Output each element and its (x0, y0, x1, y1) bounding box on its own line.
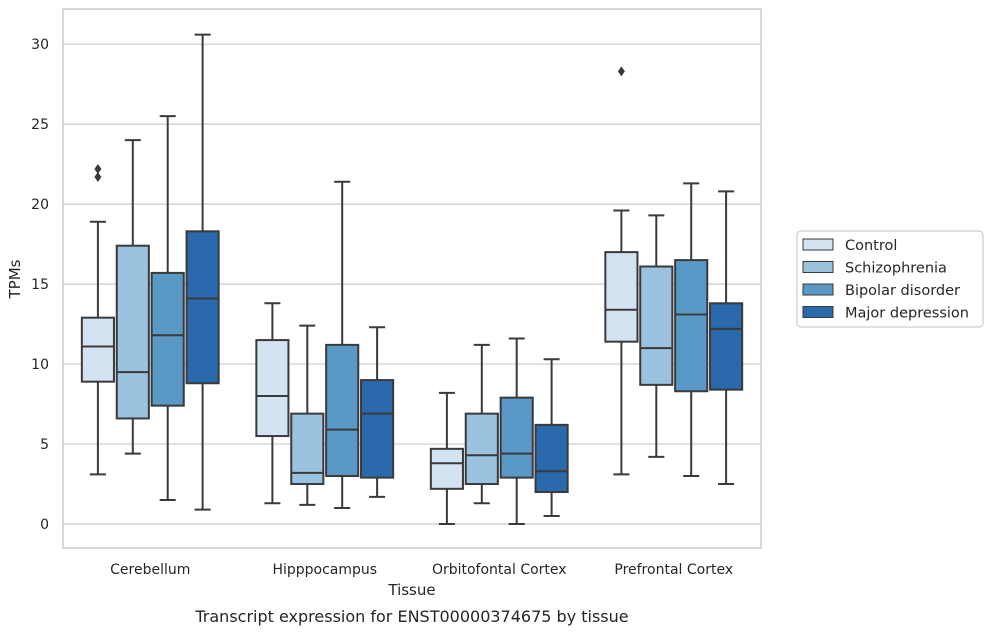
legend-swatch (802, 283, 834, 296)
y-tick-label: 5 (40, 437, 49, 453)
iqr-box (255, 339, 290, 438)
box-bipolar-disorder-2 (325, 180, 360, 510)
box-major-depression-3 (534, 358, 569, 518)
legend-swatch (802, 261, 834, 273)
legend: Control Schizophrenia Bipolar disorder Majo… (796, 230, 984, 328)
box-bipolar-disorder-4 (674, 182, 709, 478)
x-tick-label: Hipppocampus (272, 562, 377, 578)
legend-swatch (802, 306, 834, 318)
box-control-1 (80, 163, 115, 476)
iqr-box (499, 396, 534, 479)
legend-frame (796, 230, 984, 328)
iqr-box (639, 265, 674, 386)
legend-label: Schizophrenia (845, 261, 947, 277)
iqr-box (115, 244, 150, 420)
y-axis-title: TPMs (6, 259, 24, 299)
x-tick-label: Prefrontal Cortex (614, 562, 733, 578)
iqr-box (674, 259, 709, 393)
box-bipolar-disorder-3 (499, 337, 534, 526)
legend-label: Bipolar disorder (845, 283, 960, 299)
box-bipolar-disorder-1 (150, 115, 185, 502)
outlier-point (617, 66, 625, 77)
iqr-box (185, 230, 220, 385)
iqr-box (325, 343, 360, 478)
y-axis-ticks: 0 5 10 15 20 25 30 (31, 37, 49, 533)
box-schizophrenia-4 (639, 214, 674, 458)
box-schizophrenia-3 (464, 343, 499, 505)
outlier-point (94, 171, 102, 182)
y-tick-label: 10 (31, 357, 49, 373)
iqr-box (534, 423, 569, 494)
y-tick-label: 15 (31, 277, 49, 293)
box-schizophrenia-1 (115, 139, 150, 455)
box-major-depression-4 (709, 190, 744, 486)
chart-caption: Transcript expression for ENST0000037467… (194, 607, 628, 626)
x-tick-label: Cerebellum (110, 562, 190, 578)
box-major-depression-1 (185, 33, 220, 511)
legend-label: Major depression (845, 306, 969, 322)
iqr-box (80, 316, 115, 383)
x-axis-title: Tissue (387, 581, 435, 599)
iqr-box (709, 302, 744, 391)
y-tick-label: 20 (31, 197, 49, 213)
outlier-point (94, 163, 102, 174)
iqr-box (604, 251, 639, 343)
x-axis-ticks: Cerebellum Hipppocampus Orbitofontal Corte… (110, 562, 733, 578)
legend-swatch (802, 238, 834, 251)
plot-area-frame (62, 8, 762, 549)
iqr-box (360, 379, 395, 479)
box-control-2 (255, 302, 290, 505)
legend-label: Control (845, 238, 897, 254)
x-tick-label: Orbitofontal Cortex (432, 562, 567, 578)
y-tick-label: 30 (31, 37, 49, 53)
y-tick-label: 25 (31, 117, 49, 133)
box-control-3 (429, 391, 464, 526)
box-major-depression-2 (360, 326, 395, 498)
box-plot-groups (80, 33, 744, 526)
iqr-box (429, 447, 464, 490)
iqr-box (150, 271, 185, 407)
box-control-4 (604, 66, 639, 476)
y-tick-label: 0 (40, 517, 49, 533)
iqr-box (464, 412, 499, 486)
box-schizophrenia-2 (290, 324, 325, 506)
